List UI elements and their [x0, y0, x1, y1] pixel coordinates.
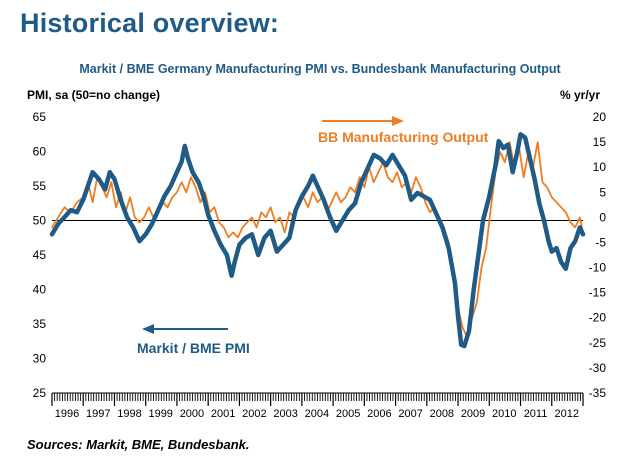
x-tick-label: 2007 [398, 408, 422, 420]
annotations: BB Manufacturing Output Markit / BME PMI [137, 116, 489, 356]
right-tick-label: -15 [589, 286, 607, 300]
left-tick-label: 30 [33, 352, 47, 366]
right-tick-label: -5 [595, 235, 606, 249]
x-tick-label: 2012 [555, 408, 579, 420]
x-tick-label: 2006 [367, 408, 391, 420]
right-axis-ticks: 20 15 10 5 0 -5 -10 -15 -20 -25 -30 -35 [589, 110, 607, 400]
pmi-annotation-arrow-head [142, 324, 154, 334]
x-tick-label: 2003 [273, 408, 297, 420]
x-tick-label: 2010 [492, 408, 516, 420]
left-tick-label: 55 [33, 179, 47, 193]
left-tick-label: 65 [33, 110, 47, 124]
series-layer [49, 132, 586, 349]
x-tick-label: 1998 [117, 408, 141, 420]
right-tick-label: -35 [589, 386, 607, 400]
x-tick-label: 2001 [211, 408, 235, 420]
right-tick-label: -30 [589, 361, 607, 375]
right-axis-label: % yr/yr [560, 88, 601, 102]
right-tick-label: 5 [599, 185, 606, 199]
right-tick-label: 0 [599, 210, 606, 224]
sources-note: Sources: Markit, BME, Bundesbank. [27, 437, 250, 452]
x-tick-label: 2011 [524, 408, 548, 420]
right-tick-label: 10 [593, 160, 607, 174]
x-tick-label: 2002 [242, 408, 266, 420]
left-tick-label: 25 [33, 386, 47, 400]
left-tick-label: 35 [33, 317, 47, 331]
page-title: Historical overview: [20, 8, 280, 38]
right-tick-label: -20 [589, 311, 607, 325]
right-tick-label: -25 [589, 336, 607, 350]
x-tick-label: 1996 [55, 408, 79, 420]
x-tick-label: 2004 [305, 408, 329, 420]
pmi-series-line [49, 132, 586, 349]
x-tick-label: 2005 [336, 408, 360, 420]
right-tick-label: 20 [593, 110, 607, 124]
x-tick-label: 2008 [430, 408, 454, 420]
left-axis-label: PMI, sa (50=no change) [27, 88, 161, 102]
left-tick-label: 50 [33, 214, 47, 228]
left-tick-label: 40 [33, 283, 47, 297]
x-tick-label: 2009 [461, 408, 485, 420]
right-tick-label: -10 [589, 261, 607, 275]
x-axis: 1996 1997 1998 1999 2000 2001 2002 2003 2004 2005… [51, 392, 584, 420]
pmi-annotation-label: Markit / BME PMI [137, 340, 250, 356]
output-annotation-arrow-head [392, 116, 404, 126]
x-tick-label: 1997 [86, 408, 110, 420]
x-tick-label: 1999 [148, 408, 172, 420]
chart-title: Markit / BME Germany Manufacturing PMI v… [79, 62, 561, 76]
left-tick-label: 60 [33, 145, 47, 159]
left-axis-ticks: 25 30 35 40 45 50 55 60 65 [33, 110, 47, 400]
x-tick-label: 2000 [180, 408, 204, 420]
output-annotation-label: BB Manufacturing Output [318, 129, 489, 145]
left-tick-label: 45 [33, 248, 47, 262]
output-series-line [51, 141, 584, 339]
right-tick-label: 15 [593, 135, 607, 149]
